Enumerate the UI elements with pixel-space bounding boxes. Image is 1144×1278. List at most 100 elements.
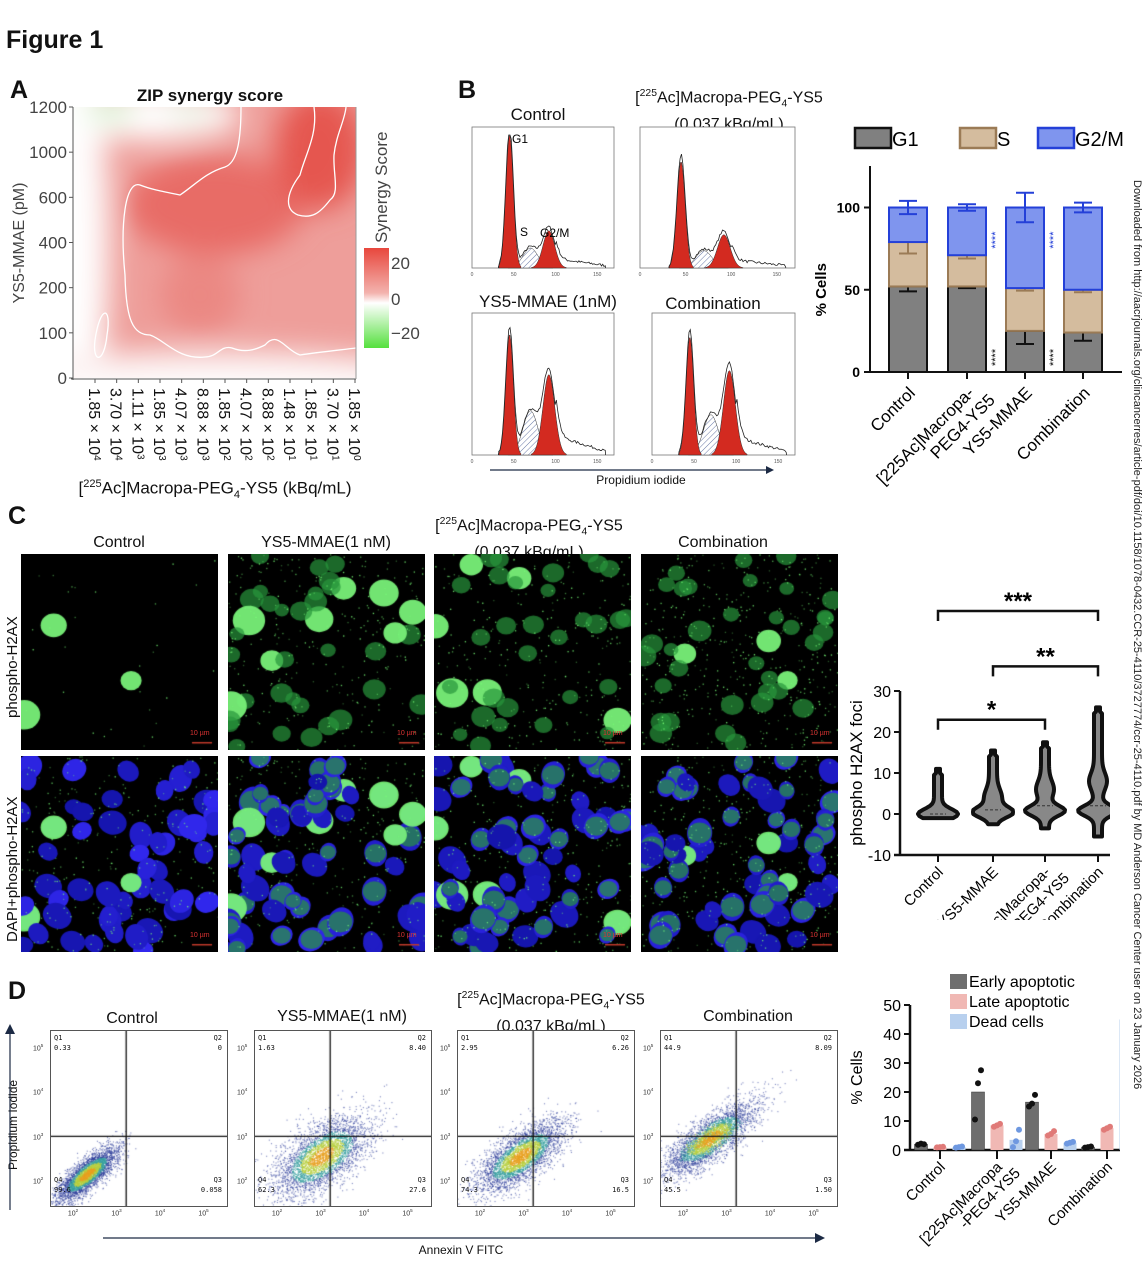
x-tick-exponent: 3 [178, 455, 189, 461]
legend-label: Late apoptotic [969, 994, 1070, 1011]
y-tick-label: 0 [852, 364, 860, 380]
quadrant-percent: 6.26 [612, 1044, 629, 1052]
heatmap-ylabel: YS5-MMAE (pM) [11, 183, 28, 304]
exp: 4 [650, 1087, 654, 1092]
h2ax-violin-chart: -10 0 10 20 30 phospho H2AX foci ControlYS5-MM… [847, 588, 1110, 920]
quadrant-name: Q4 [664, 1176, 673, 1184]
quadrant-name: Q3 [823, 1176, 832, 1184]
quadrant-percent: 1.63 [258, 1044, 275, 1052]
significance-label: **** [990, 231, 1002, 249]
quadrant-q4: Q4 74.3 [461, 1175, 478, 1195]
y-tick-label: 30 [883, 1056, 901, 1073]
significance-label: ** [1036, 643, 1055, 670]
y-tick-label: 104 [643, 1087, 654, 1097]
colorbar-tick-label: 20 [391, 254, 410, 273]
y-tick-label: 600 [39, 188, 67, 207]
x-tick-label: 103 [111, 1208, 122, 1218]
histogram-frame [639, 126, 796, 269]
contour-line [93, 312, 109, 358]
scale-bar-label: 10 µm [603, 730, 623, 737]
x-tick-label: 102 [271, 1208, 283, 1218]
scale-bar-label: 10 µm [810, 730, 830, 737]
exp: 5 [244, 1042, 248, 1048]
y-tick-label: 1200 [29, 98, 67, 117]
exp: 4 [366, 1208, 370, 1213]
quadrant-name: Q3 [213, 1176, 222, 1184]
y-tick-label: 104 [33, 1087, 44, 1097]
quadrant-q4: Q4 62.3 [258, 1175, 275, 1195]
quadrant-name: Q4 [461, 1176, 470, 1184]
x-tick-exponent: 1 [329, 455, 340, 461]
quadrant-q2: Q2 6.26 [457, 1033, 629, 1053]
y-tick-label: 50 [883, 998, 901, 1015]
data-point [975, 1080, 981, 1087]
x-tick-label: 8.88 × 103 [193, 388, 210, 461]
x-tick-label: YS5-MMAE [934, 864, 1001, 920]
significance-label: *** [1004, 588, 1033, 615]
flow-title-ys5-mmae: YS5-MMAE(1 nM) [277, 1008, 407, 1025]
x-arrow-head [815, 1233, 825, 1243]
scale-bar-label: 10 µm [190, 730, 210, 737]
quadrant-percent: 2.95 [461, 1044, 478, 1052]
quadrant-percent: 44.9 [664, 1044, 681, 1052]
exp: 5 [816, 1208, 819, 1213]
quadrant-name: Q2 [823, 1034, 832, 1042]
bar-g1 [888, 285, 928, 374]
x-tick-label: 102 [677, 1208, 689, 1218]
x-tick-label: 8.88 × 102 [258, 388, 275, 461]
hist-x-tick: 100 [732, 459, 741, 465]
quadrant-q2: Q2 0 [50, 1033, 222, 1053]
histogram: 0 50 100 150 [651, 312, 796, 465]
bar-dead [1009, 1139, 1023, 1150]
exp: 3 [526, 1208, 529, 1213]
significance-bracket [936, 609, 1100, 622]
x-tick-label: 105 [198, 1208, 209, 1218]
h-post: -YS5 [587, 517, 623, 535]
data-point [1029, 1100, 1035, 1107]
x-tick-exponent: 0 [351, 455, 362, 461]
exp: 5 [447, 1042, 451, 1048]
heatmap-region [125, 155, 305, 255]
hist-x-tick: 50 [691, 459, 697, 465]
data-point [1013, 1138, 1019, 1145]
quadrant-name: Q3 [417, 1176, 426, 1184]
significance-bracket [991, 665, 1100, 677]
x-tick-label: 3.70 × 101 [323, 388, 340, 461]
quadrant-percent: 99.6 [54, 1186, 71, 1194]
significance-bracket [936, 718, 1047, 730]
quadrant-name: Q1 [258, 1034, 267, 1042]
legend-swatch [950, 1014, 967, 1029]
data-point [940, 1143, 946, 1150]
error-bar [1016, 191, 1034, 224]
x-tick-label: 104 [358, 1208, 370, 1218]
legend-label: Dead cells [969, 1014, 1044, 1031]
y-tick-label: 104 [440, 1087, 451, 1097]
y-arrow-head [5, 1024, 15, 1034]
quadrant-percent: 0.058 [200, 1186, 222, 1194]
quadrant-name: Q1 [461, 1034, 470, 1042]
col-title-ys5-mmae: YS5-MMAE(1 nM) [261, 534, 391, 551]
x-tick-label: 1.85 × 102 [215, 388, 232, 461]
exp: 2 [447, 1176, 451, 1181]
colorbar-tick-label: 0 [391, 290, 400, 309]
y-tick-label: 105 [643, 1042, 654, 1052]
legend-swatch-g2m [1036, 126, 1076, 150]
exp: 5 [613, 1208, 616, 1213]
exp: 2 [75, 1208, 79, 1213]
data-point [959, 1143, 965, 1150]
quadrant-percent: 0 [217, 1044, 222, 1052]
y-tick-label: 100 [39, 324, 67, 343]
x-tick-label: 105 [605, 1208, 616, 1218]
significance-label: **** [1048, 231, 1060, 249]
bar-s [947, 254, 987, 288]
data-point [1016, 1126, 1022, 1133]
bar-dead [1119, 1019, 1120, 1150]
y-tick-label: 0 [882, 807, 891, 824]
quadrant-percent: 8.09 [815, 1044, 832, 1052]
histogram: 0 50 100 150 [471, 126, 615, 278]
x-tick-label: 3.70 × 104 [107, 388, 124, 461]
hist-x-tick: 0 [471, 272, 474, 278]
x-tick-label: Control [901, 864, 947, 910]
data-point [1051, 1128, 1057, 1135]
